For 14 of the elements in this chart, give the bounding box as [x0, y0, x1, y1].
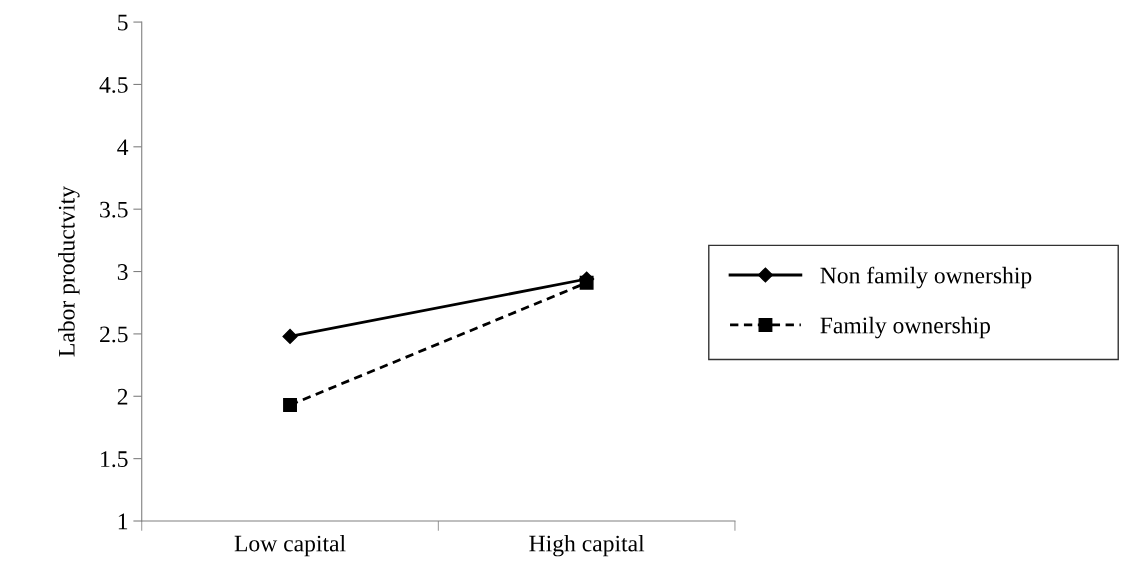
y-tick-label: 3.5: [100, 201, 128, 218]
y-axis-title: Labor productvity: [58, 186, 80, 357]
y-tick-label: 2.5: [100, 326, 128, 343]
y-tick-label: 3: [117, 264, 128, 280]
y-tick-label: 1: [118, 513, 128, 530]
y-tick-label: 5: [118, 14, 128, 31]
y-tick-label: 4: [117, 139, 129, 155]
legend-label: Family ownership: [820, 316, 991, 339]
x-tick-label: High capital: [529, 534, 645, 557]
y-tick-label: 2: [117, 388, 128, 405]
legend-label: Non family ownership: [820, 266, 1032, 289]
y-tick-label: 4.5: [99, 77, 128, 93]
x-tick-label: Low capital: [234, 534, 346, 557]
y-tick-label: 1.5: [101, 451, 128, 468]
